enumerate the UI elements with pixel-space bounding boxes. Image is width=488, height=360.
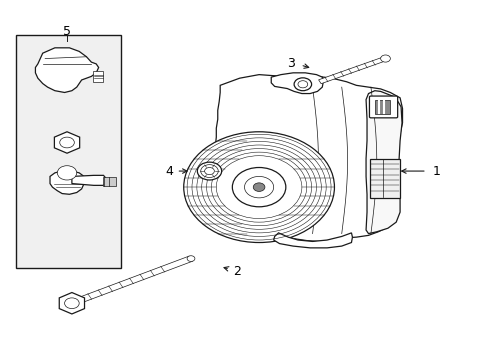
Bar <box>102 177 116 186</box>
Polygon shape <box>72 175 106 185</box>
Circle shape <box>244 176 273 198</box>
Polygon shape <box>70 256 192 306</box>
Text: 3: 3 <box>286 57 294 71</box>
Circle shape <box>187 256 195 261</box>
Polygon shape <box>369 158 399 198</box>
Circle shape <box>380 55 389 62</box>
Polygon shape <box>318 57 386 84</box>
Circle shape <box>204 167 214 175</box>
Circle shape <box>57 166 77 180</box>
Circle shape <box>60 137 74 148</box>
Bar <box>93 71 103 82</box>
Circle shape <box>197 162 221 180</box>
Circle shape <box>253 183 264 192</box>
Polygon shape <box>54 132 80 153</box>
Circle shape <box>201 165 218 177</box>
Circle shape <box>232 167 285 207</box>
Polygon shape <box>59 293 84 314</box>
Polygon shape <box>366 91 401 234</box>
Text: 5: 5 <box>63 25 71 38</box>
Text: 2: 2 <box>233 265 241 278</box>
Polygon shape <box>35 48 99 93</box>
Circle shape <box>64 298 79 309</box>
Polygon shape <box>271 73 323 94</box>
FancyBboxPatch shape <box>369 96 397 118</box>
Bar <box>374 100 389 113</box>
Polygon shape <box>210 75 402 242</box>
Text: 4: 4 <box>165 165 173 177</box>
Bar <box>16 35 120 267</box>
Circle shape <box>183 132 334 243</box>
Polygon shape <box>50 171 84 194</box>
Text: 1: 1 <box>432 165 440 177</box>
Circle shape <box>293 78 311 91</box>
Circle shape <box>297 81 307 88</box>
Polygon shape <box>273 233 352 248</box>
